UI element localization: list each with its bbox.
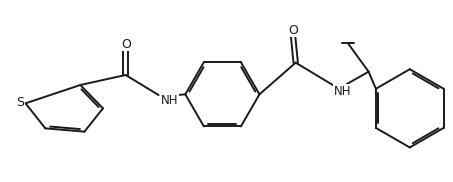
Text: S: S bbox=[16, 96, 24, 109]
Text: O: O bbox=[122, 38, 131, 51]
Text: O: O bbox=[289, 24, 299, 37]
Text: NH: NH bbox=[160, 94, 178, 107]
Text: NH: NH bbox=[334, 85, 351, 98]
